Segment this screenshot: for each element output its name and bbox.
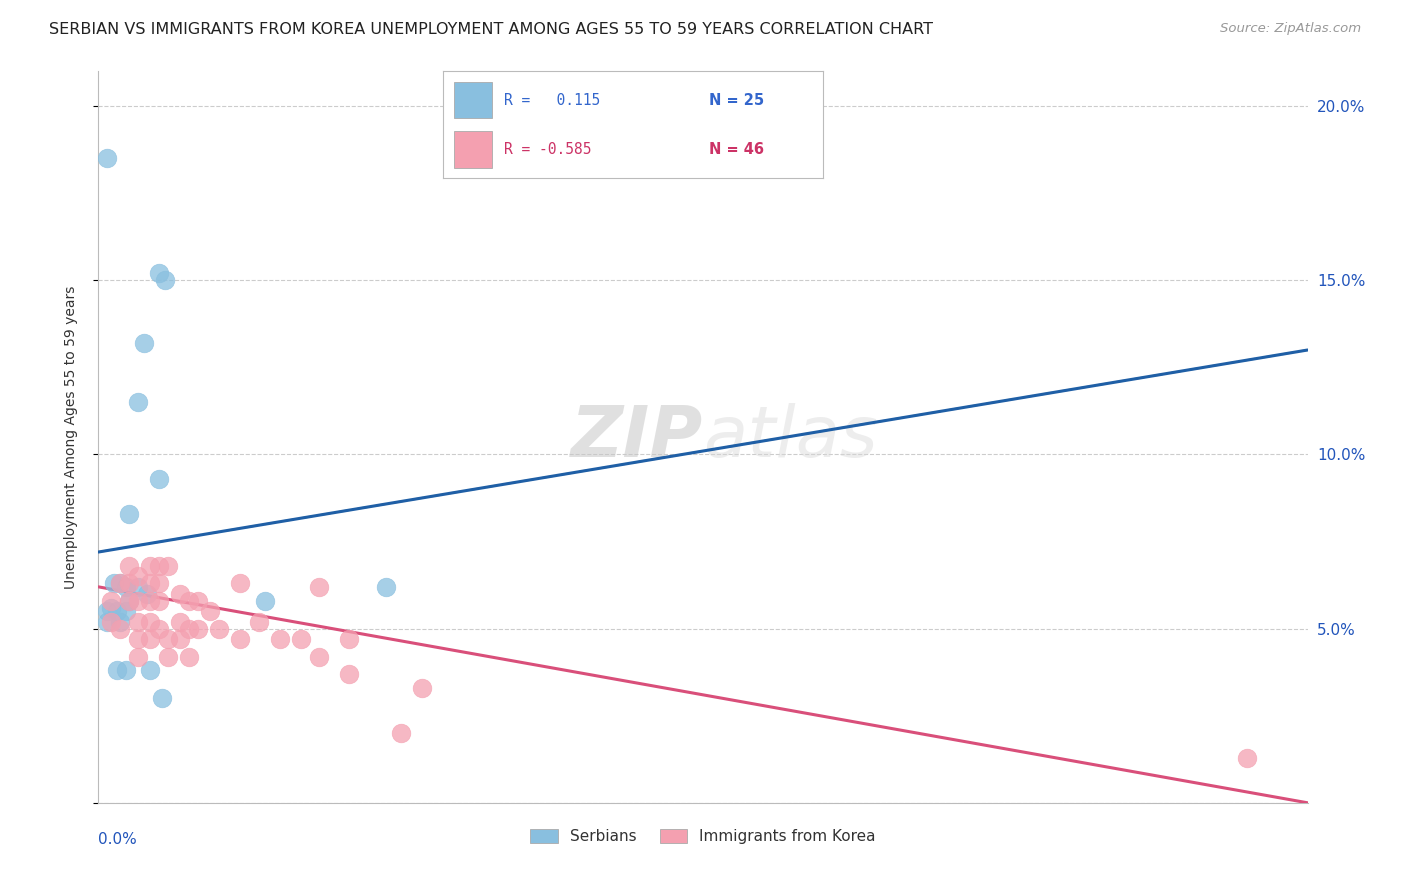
Point bbox=[179, 622, 201, 636]
Point bbox=[148, 266, 170, 280]
Text: atlas: atlas bbox=[703, 402, 877, 472]
Point bbox=[105, 664, 128, 678]
Point bbox=[169, 632, 191, 646]
Point bbox=[253, 594, 276, 608]
Point bbox=[114, 664, 136, 678]
Point bbox=[135, 587, 157, 601]
Text: R = -0.585: R = -0.585 bbox=[503, 142, 591, 157]
Point bbox=[148, 558, 170, 573]
Point bbox=[139, 664, 162, 678]
Text: 0.0%: 0.0% bbox=[98, 832, 138, 847]
Point bbox=[269, 632, 291, 646]
Text: N = 46: N = 46 bbox=[709, 142, 763, 157]
Point bbox=[118, 594, 141, 608]
Point bbox=[118, 576, 141, 591]
Point bbox=[127, 395, 149, 409]
Point bbox=[127, 649, 149, 664]
Point bbox=[156, 649, 179, 664]
Point bbox=[114, 604, 136, 618]
Point bbox=[139, 615, 162, 629]
Point bbox=[169, 615, 191, 629]
Text: R =   0.115: R = 0.115 bbox=[503, 93, 600, 108]
Y-axis label: Unemployment Among Ages 55 to 59 years: Unemployment Among Ages 55 to 59 years bbox=[63, 285, 77, 589]
Point bbox=[247, 615, 270, 629]
Point bbox=[100, 615, 122, 629]
Point bbox=[118, 594, 141, 608]
Point bbox=[139, 632, 162, 646]
Text: SERBIAN VS IMMIGRANTS FROM KOREA UNEMPLOYMENT AMONG AGES 55 TO 59 YEARS CORRELAT: SERBIAN VS IMMIGRANTS FROM KOREA UNEMPLO… bbox=[49, 22, 934, 37]
Point bbox=[208, 622, 231, 636]
Point bbox=[139, 576, 162, 591]
Point bbox=[108, 622, 131, 636]
Point bbox=[118, 558, 141, 573]
Point bbox=[153, 273, 176, 287]
Point bbox=[389, 726, 412, 740]
Point bbox=[169, 587, 191, 601]
Point bbox=[139, 594, 162, 608]
Text: N = 25: N = 25 bbox=[709, 93, 763, 108]
Point bbox=[100, 600, 122, 615]
Point bbox=[229, 632, 252, 646]
Point bbox=[1236, 750, 1258, 764]
Point bbox=[100, 594, 122, 608]
Point bbox=[108, 615, 131, 629]
Point bbox=[179, 594, 201, 608]
Point bbox=[127, 580, 149, 594]
Point bbox=[411, 681, 433, 695]
Point bbox=[108, 576, 131, 591]
Legend: Serbians, Immigrants from Korea: Serbians, Immigrants from Korea bbox=[524, 822, 882, 850]
Point bbox=[337, 632, 360, 646]
Point bbox=[150, 691, 173, 706]
Point bbox=[148, 472, 170, 486]
Point bbox=[139, 558, 162, 573]
Point bbox=[148, 594, 170, 608]
Point bbox=[105, 604, 128, 618]
Bar bbox=[454, 82, 492, 119]
Point bbox=[96, 604, 118, 618]
Point bbox=[108, 576, 131, 591]
Point bbox=[200, 604, 222, 618]
Point bbox=[96, 615, 118, 629]
Point bbox=[127, 615, 149, 629]
Point bbox=[187, 622, 209, 636]
Point bbox=[132, 336, 155, 351]
Point bbox=[114, 580, 136, 594]
Text: ZIP: ZIP bbox=[571, 402, 703, 472]
Point bbox=[179, 649, 201, 664]
Point bbox=[127, 594, 149, 608]
Point bbox=[118, 507, 141, 521]
Point bbox=[229, 576, 252, 591]
Point bbox=[127, 632, 149, 646]
Point bbox=[308, 580, 330, 594]
Point bbox=[127, 569, 149, 583]
Point bbox=[187, 594, 209, 608]
Text: Source: ZipAtlas.com: Source: ZipAtlas.com bbox=[1220, 22, 1361, 36]
Point bbox=[103, 576, 125, 591]
Point bbox=[148, 576, 170, 591]
Point bbox=[308, 649, 330, 664]
Point bbox=[148, 622, 170, 636]
Point bbox=[337, 667, 360, 681]
Bar bbox=[454, 131, 492, 168]
Point bbox=[290, 632, 312, 646]
Point bbox=[374, 580, 396, 594]
Point bbox=[96, 152, 118, 166]
Point bbox=[156, 632, 179, 646]
Point bbox=[156, 558, 179, 573]
